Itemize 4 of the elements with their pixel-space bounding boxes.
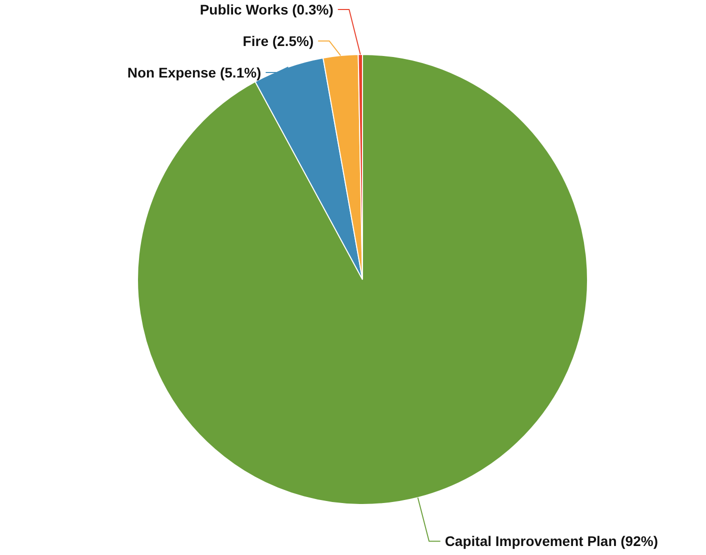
slice-label: Fire (2.5%) <box>242 33 314 50</box>
slice-label: Public Works (0.3%) <box>200 2 334 18</box>
slice-label: Non Expense (5.1%) <box>127 64 262 81</box>
slice-label: Capital Improvement Plan (92%) <box>444 533 658 550</box>
